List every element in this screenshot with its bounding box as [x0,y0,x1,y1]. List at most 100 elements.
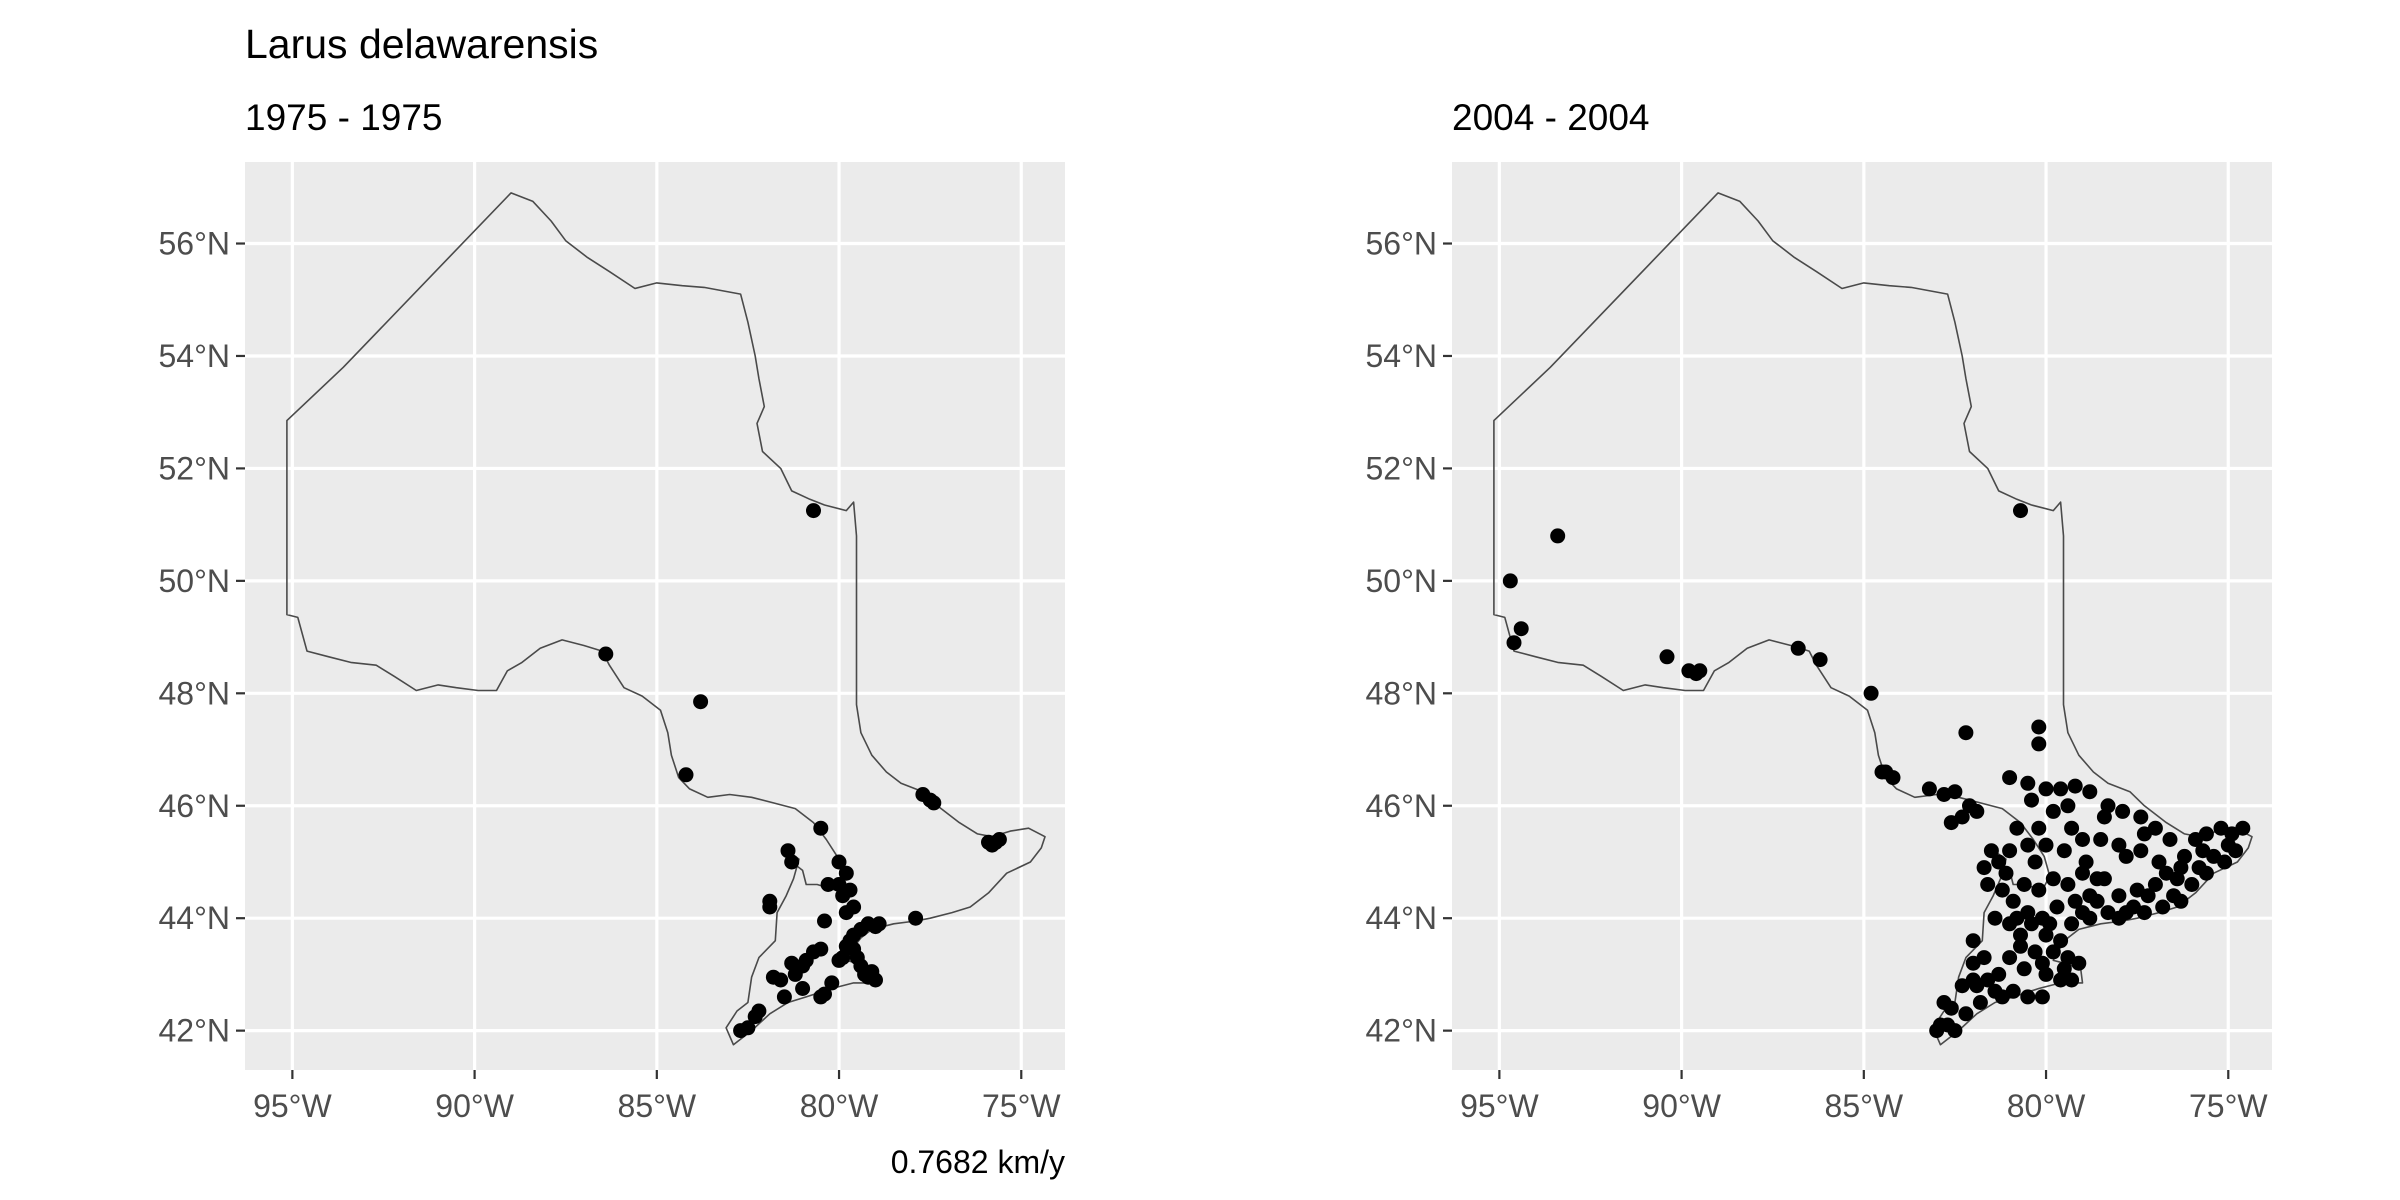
occurrence-point [2118,848,2134,864]
occurrence-point [2155,899,2171,915]
occurrence-point [2198,826,2214,842]
y-axis: 42°N 44°N 46°N 48°N 50°N 52°N 54°N 56°N [1366,226,1452,1049]
y-tick-label: 42°N [1366,1013,1438,1049]
y-tick-label: 48°N [159,675,231,711]
occurrence-point [787,966,803,982]
map-panel-2004: 2004 - 2004 42°N 44°N 46°N 48°N 50°N 52°N 54°N… [1366,97,2272,1124]
occurrence-point [1812,652,1828,668]
occurrence-point [2042,916,2058,932]
occurrence-point [813,820,829,836]
occurrence-point [773,972,789,988]
occurrence-point [1947,784,1963,800]
occurrence-point [2060,798,2076,814]
y-tick-label: 50°N [1366,563,1438,599]
occurrence-point [1921,781,1937,797]
occurrence-point [824,975,840,991]
x-axis: 95°W 90°W 85°W 80°W 75°W [253,1070,1061,1124]
x-tick-label: 75°W [2189,1088,2268,1124]
occurrence-point [1506,635,1522,651]
y-tick-label: 54°N [1366,338,1438,374]
x-tick-label: 85°W [1825,1088,1904,1124]
occurrence-point [798,952,814,968]
occurrence-point [693,694,709,710]
occurrence-point [2056,843,2072,859]
occurrence-point [2038,966,2054,982]
occurrence-point [838,865,854,881]
occurrence-point [2078,854,2094,870]
occurrence-point [2027,944,2043,960]
occurrence-point [1513,621,1529,637]
occurrence-point [747,1009,763,1025]
occurrence-points [598,503,1007,1039]
x-tick-label: 90°W [435,1088,514,1124]
occurrence-point [1991,854,2007,870]
occurrence-point [2020,989,2036,1005]
occurrence-point [926,795,942,811]
occurrence-point [2184,877,2200,892]
y-tick-label: 46°N [159,788,231,824]
occurrence-point [831,952,847,968]
occurrence-point [2009,820,2025,836]
y-axis: 42°N 44°N 46°N 48°N 50°N 52°N 54°N 56°N [159,226,245,1049]
occurrence-point [1947,1023,1963,1039]
occurrence-point [795,981,811,996]
occurrence-point [2133,843,2149,859]
y-tick-label: 56°N [1366,226,1438,262]
occurrence-point [2111,837,2127,853]
occurrence-point [831,854,847,870]
panel-subtitle: 2004 - 2004 [1452,97,1650,138]
occurrence-point [2038,781,2054,797]
occurrence-point [780,843,796,859]
occurrence-point [1972,995,1988,1010]
panel-background [245,162,1065,1070]
occurrence-point [871,916,887,932]
y-tick-label: 46°N [1366,788,1438,824]
occurrence-point [2013,938,2028,954]
occurrence-point [678,767,694,783]
occurrence-point [1994,882,2010,898]
occurrence-point [762,899,778,915]
occurrence-point [2031,882,2047,898]
y-tick-label: 42°N [159,1013,231,1049]
x-tick-label: 85°W [618,1088,697,1124]
occurrence-point [2045,803,2061,819]
occurrence-point [2002,770,2018,786]
occurrence-points [1502,503,2251,1039]
occurrence-point [1790,640,1806,656]
occurrence-point [1958,1006,1974,1022]
occurrence-point [2020,775,2036,791]
y-tick-label: 54°N [159,338,231,374]
occurrence-point [2067,893,2083,909]
occurrence-point [2133,809,2149,825]
occurrence-point [2053,972,2069,988]
occurrence-point [2045,871,2061,887]
occurrence-point [984,837,1000,853]
y-tick-label: 44°N [1366,900,1438,936]
occurrence-point [2115,803,2131,819]
occurrence-point [1976,860,1992,876]
x-tick-label: 95°W [1460,1088,1539,1124]
occurrence-point [2067,778,2083,794]
figure-title: Larus delawarensis [245,21,598,67]
x-tick-label: 95°W [253,1088,332,1124]
occurrence-point [2096,809,2112,825]
occurrence-point [2031,719,2047,735]
x-tick-label: 75°W [982,1088,1061,1124]
occurrence-point [2016,961,2032,977]
occurrence-point [1954,978,1970,994]
occurrence-point [2147,877,2163,892]
occurrence-point [598,646,614,662]
occurrence-point [1863,685,1879,701]
occurrence-point [784,854,800,870]
occurrence-point [835,888,851,904]
occurrence-point [2136,826,2152,842]
occurrence-point [2093,832,2109,847]
occurrence-point [1987,910,2003,926]
panel-subtitle: 1975 - 1975 [245,97,443,138]
occurrence-point [2049,899,2065,915]
occurrence-point [1936,995,1952,1010]
occurrence-point [2005,893,2021,909]
occurrence-point [2045,944,2061,960]
occurrence-point [1874,764,1890,780]
